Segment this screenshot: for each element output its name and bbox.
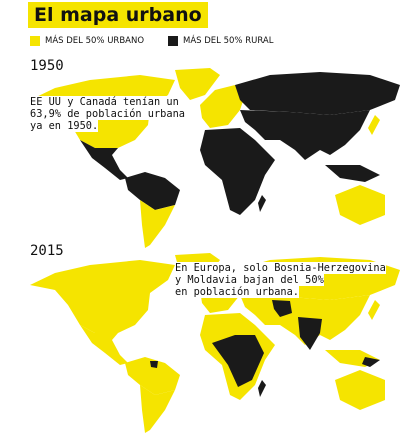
greenland <box>175 68 220 100</box>
africa <box>200 128 275 215</box>
legend-swatch <box>168 36 178 46</box>
note-line: en población urbana. <box>175 286 299 298</box>
legend-label: MÁS DEL 50% URBANO <box>45 36 145 46</box>
legend-item: MÁS DEL 50% RURAL <box>168 36 273 46</box>
guyana <box>150 361 158 368</box>
year: 2015 <box>30 243 64 259</box>
note: En Europa, solo Bosnia-Herzegovina y Mol… <box>175 262 386 298</box>
note-line: ya en 1950. <box>30 120 99 132</box>
central-asia <box>272 300 292 317</box>
north-asia <box>235 72 400 115</box>
south-asia <box>240 110 370 160</box>
title: El mapa urbano <box>28 2 208 28</box>
australia <box>335 185 385 225</box>
legend-item: MÁS DEL 50% URBANO <box>30 36 144 46</box>
central-america <box>80 140 128 180</box>
southeast-asia <box>325 165 380 182</box>
note-line: 63,9% de población urbana <box>30 108 185 120</box>
papua <box>362 357 380 367</box>
australia <box>335 370 385 410</box>
japan <box>368 300 380 320</box>
central-africa <box>212 335 264 387</box>
year: 1950 <box>30 58 64 74</box>
note-line: y Moldavia bajan del 50% <box>175 274 324 286</box>
madagascar <box>258 195 266 212</box>
japan <box>368 115 380 135</box>
note: EE UU y Canadá tenían un 63,9% de poblac… <box>30 96 185 132</box>
madagascar <box>258 380 266 397</box>
north-america <box>30 260 175 333</box>
note-line: EE UU y Canadá tenían un <box>30 96 179 108</box>
india <box>298 317 322 350</box>
europe <box>200 85 245 128</box>
legend-label: MÁS DEL 50% RURAL <box>183 36 274 46</box>
note-line: En Europa, solo Bosnia-Herzegovina <box>175 262 386 274</box>
south-america-south <box>140 200 175 248</box>
map-1950 <box>30 68 400 248</box>
legend-swatch <box>30 36 40 46</box>
south-america-north <box>125 172 180 210</box>
south-america-north <box>125 357 180 395</box>
central-america <box>80 325 128 365</box>
south-america-south <box>140 385 175 433</box>
